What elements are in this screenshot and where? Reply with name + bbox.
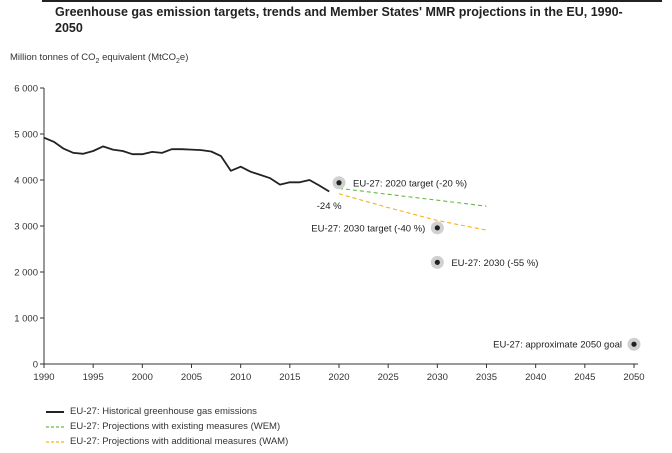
y-tick-label: 4 000 (14, 176, 38, 187)
legend-label-wem: EU-27: Projections with existing measure… (70, 421, 281, 432)
x-tick-label: 2030 (427, 372, 448, 383)
target-point-label: EU-27: 2030 (-55 %) (451, 258, 538, 269)
x-tick-label: 2000 (132, 372, 153, 383)
target-point-label: EU-27: 2020 target (-20 %) (353, 178, 467, 189)
target-point (434, 225, 440, 231)
x-tick-label: 2005 (181, 372, 202, 383)
legend-swatch-historical (46, 410, 64, 413)
legend-item-historical: EU-27: Historical greenhouse gas emissio… (46, 404, 288, 419)
x-tick-label: 2050 (623, 372, 644, 383)
series-line-0 (43, 136, 330, 193)
legend-label-wam: EU-27: Projections with additional measu… (70, 436, 289, 447)
x-tick-label: 2015 (279, 372, 300, 383)
y-tick-label: 6 000 (14, 84, 38, 95)
x-tick-label: 1995 (83, 372, 104, 383)
x-tick-label: 2040 (525, 372, 546, 383)
y-tick-label: 3 000 (14, 222, 38, 233)
legend-swatch-wem (46, 425, 64, 428)
x-tick-label: 2010 (230, 372, 251, 383)
target-point (434, 259, 440, 265)
x-tick-label: 2025 (378, 372, 399, 383)
series-line-1 (338, 187, 487, 207)
y-tick-label: 2 000 (14, 268, 38, 279)
emissions-chart: 0 1 000 2 000 3 000 4 000 5 000 6 000 1990 1995 2… (14, 84, 644, 384)
legend: EU-27: Historical greenhouse gas emissio… (46, 404, 288, 449)
legend-item-wem: EU-27: Projections with existing measure… (46, 419, 288, 434)
x-tick-label: 2020 (328, 372, 349, 383)
annotation-label: -24 % (317, 201, 342, 212)
target-point (336, 180, 342, 186)
target-point (631, 341, 637, 347)
y-tick-label: 0 (33, 360, 38, 371)
y-tick-label: 1 000 (14, 314, 38, 325)
x-tick-label: 2045 (574, 372, 595, 383)
y-tick-label: 5 000 (14, 130, 38, 141)
target-point-label: EU-27: 2030 target (-40 %) (311, 223, 425, 234)
x-tick-label: 1990 (33, 372, 54, 383)
legend-item-wam: EU-27: Projections with additional measu… (46, 434, 288, 449)
title-rule (42, 0, 662, 36)
legend-label-historical: EU-27: Historical greenhouse gas emissio… (70, 406, 257, 417)
series-line-2 (338, 193, 487, 231)
chart-title: Greenhouse gas emission targets, trends … (55, 5, 623, 35)
y-axis-unit-label: Million tonnes of CO2 equivalent (MtCO2e… (10, 52, 189, 65)
x-tick-label: 2035 (476, 372, 497, 383)
legend-swatch-wam (46, 440, 64, 443)
target-point-label: EU-27: approximate 2050 goal (493, 340, 622, 351)
